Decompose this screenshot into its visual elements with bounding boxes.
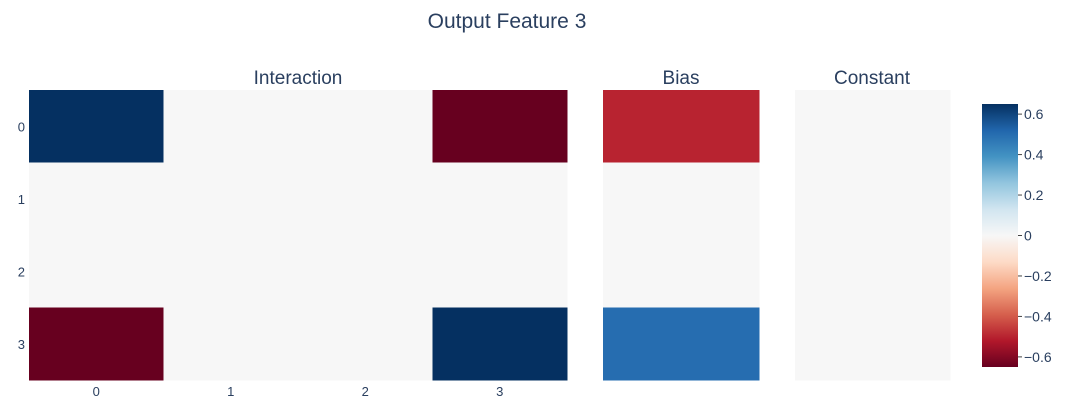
colorbar-tick-label: 0.2 bbox=[1024, 187, 1044, 203]
colorbar-tick-label: −0.4 bbox=[1024, 308, 1052, 324]
heatmap-cell-interaction-r3-c1 bbox=[163, 307, 299, 381]
heatmap-cell-interaction-r3-c3 bbox=[432, 307, 568, 381]
heatmap-cell-interaction-r0-c0 bbox=[29, 90, 164, 163]
panel-title-bias: Bias bbox=[663, 68, 700, 89]
heatmap-cell-interaction-r2-c1 bbox=[163, 235, 299, 308]
heatmap-cell-interaction-r0-c3 bbox=[432, 90, 568, 163]
y-tick-label: 0 bbox=[18, 119, 25, 134]
heatmap-cell-bias-r3-c0 bbox=[603, 307, 760, 381]
axis-ticks: 0 1 2 3 0 1 2 3 bbox=[18, 119, 504, 399]
panel-title-constant: Constant bbox=[834, 68, 911, 89]
y-tick-label: 3 bbox=[18, 337, 25, 352]
y-tick-label: 2 bbox=[18, 264, 25, 279]
heatmap-cell-constant-r0-c0 bbox=[795, 90, 951, 381]
colorbar-tick-label: −0.2 bbox=[1024, 268, 1052, 284]
heatmap-cell-interaction-r0-c2 bbox=[298, 90, 433, 163]
heatmap-cell-interaction-r1-c1 bbox=[163, 162, 299, 236]
heatmap-cell-interaction-r2-c0 bbox=[29, 235, 164, 308]
heatmap-cell-bias-r0-c0 bbox=[603, 90, 760, 163]
heatmap-cell-bias-r2-c0 bbox=[603, 235, 760, 308]
colorbar-tick-label: −0.6 bbox=[1024, 349, 1052, 365]
heatmap-cell-interaction-r2-c3 bbox=[432, 235, 568, 308]
colorbar-tick-label: 0 bbox=[1024, 228, 1032, 244]
heatmap-cell-interaction-r3-c0 bbox=[29, 307, 164, 381]
heatmap-cell-bias-r1-c0 bbox=[603, 162, 760, 236]
colorbar-ticks: 0.6 0.4 0.2 0 −0.2 −0.4 −0.6 bbox=[1018, 106, 1052, 365]
x-tick-label: 1 bbox=[227, 384, 234, 399]
heatmap-cell-interaction-r2-c2 bbox=[298, 235, 433, 308]
x-tick-label: 3 bbox=[496, 384, 503, 399]
heatmap-cell-interaction-r0-c1 bbox=[163, 90, 299, 163]
panel-title-interaction: Interaction bbox=[254, 68, 343, 89]
colorbar bbox=[982, 104, 1018, 367]
heatmap-cell-interaction-r3-c2 bbox=[298, 307, 433, 381]
x-tick-label: 0 bbox=[93, 384, 100, 399]
chart-title: Output Feature 3 bbox=[428, 10, 587, 33]
colorbar-tick-label: 0.6 bbox=[1024, 106, 1044, 122]
y-tick-label: 1 bbox=[18, 192, 25, 207]
colorbar-tick-label: 0.4 bbox=[1024, 147, 1044, 163]
heatmap-cells bbox=[29, 90, 951, 381]
heatmap-cell-interaction-r1-c2 bbox=[298, 162, 433, 236]
heatmap-cell-interaction-r1-c3 bbox=[432, 162, 568, 236]
x-tick-label: 2 bbox=[362, 384, 369, 399]
heatmap-cell-interaction-r1-c0 bbox=[29, 162, 164, 236]
